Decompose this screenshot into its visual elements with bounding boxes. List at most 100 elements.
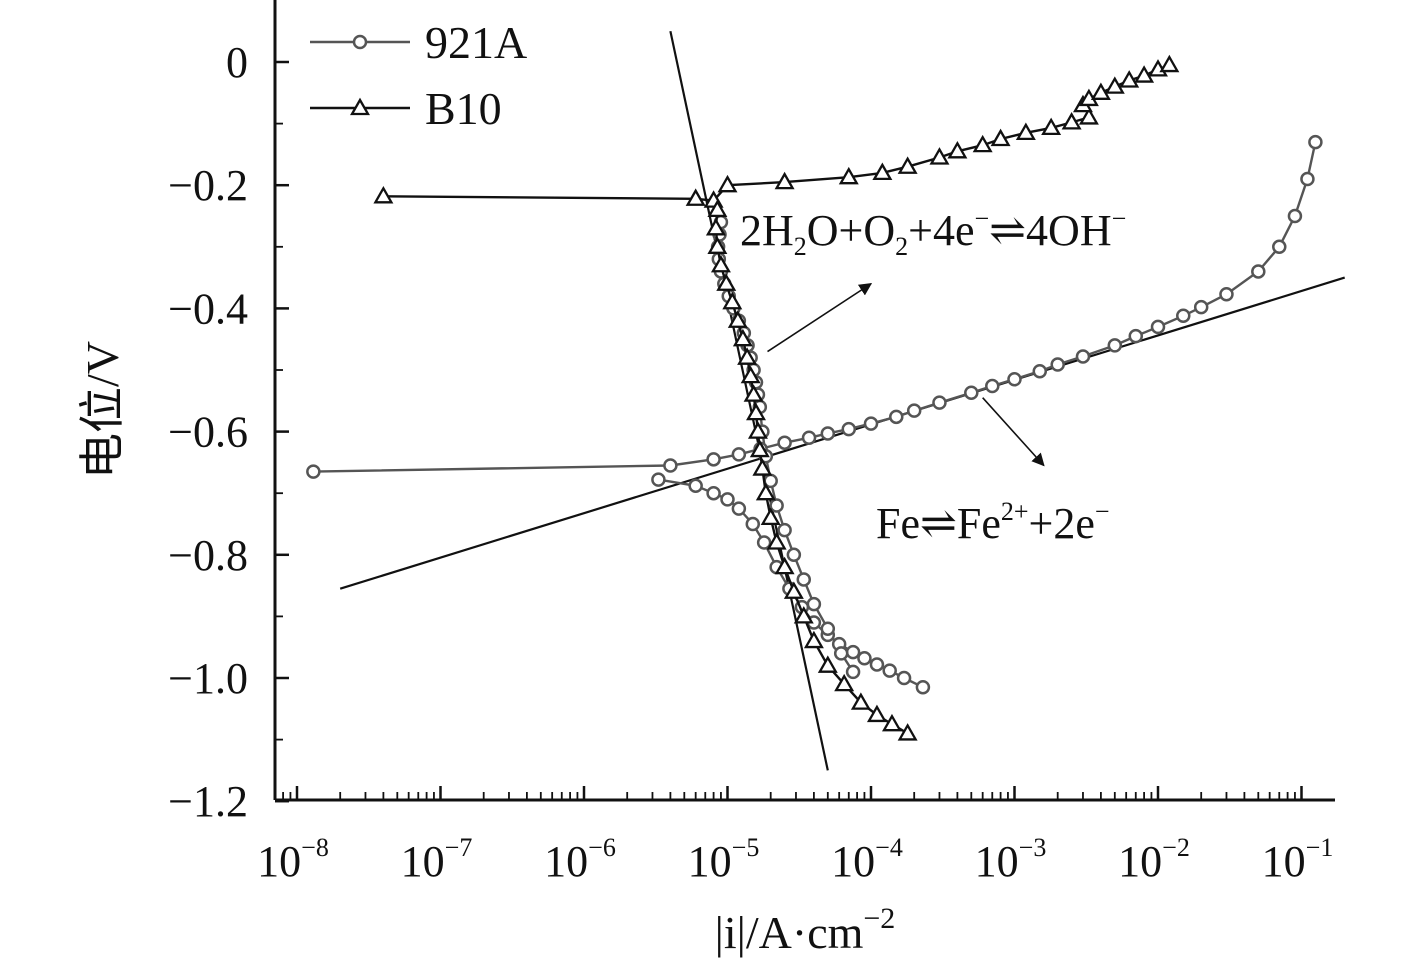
annotation-iron-reaction: Fe⇌Fe2++2e− <box>876 497 1110 548</box>
annotation-arrow <box>982 397 1045 467</box>
y-tick-label: −0.8 <box>168 531 248 580</box>
data-point <box>845 644 861 660</box>
legend-label: 921A <box>425 17 527 68</box>
y-tick-label: −0.4 <box>168 284 248 333</box>
data-point <box>745 516 761 532</box>
data-point <box>1104 76 1125 94</box>
data-point <box>1159 54 1180 73</box>
data-point <box>651 472 666 487</box>
data-point <box>863 416 879 431</box>
data-point <box>737 347 758 365</box>
data-point <box>833 646 849 661</box>
data-point <box>707 236 728 254</box>
data-point <box>663 458 678 473</box>
data-point <box>1219 286 1234 302</box>
x-tick-label: 10−8 <box>257 833 329 886</box>
data-point <box>817 655 838 673</box>
axis-titles: |i|/A·cm−2 电位/V <box>77 341 895 958</box>
y-tick-label: −1.0 <box>168 654 248 703</box>
data-point <box>906 403 922 418</box>
data-point <box>717 174 738 193</box>
data-point <box>716 273 737 291</box>
y-tick-label: −0.6 <box>168 408 248 457</box>
legend-entry-921A: 921A <box>310 17 527 68</box>
data-point <box>841 421 857 437</box>
series-line <box>383 116 1090 202</box>
data-point <box>707 199 728 217</box>
tafel-line-anodic <box>339 276 1346 590</box>
data-point <box>1032 363 1048 379</box>
data-point <box>727 310 748 328</box>
data-point <box>769 498 784 513</box>
series-line <box>313 141 1317 473</box>
x-tick-label: 10−2 <box>1118 833 1190 886</box>
legend-entry-B10: B10 <box>310 83 502 134</box>
y-axis-title: 电位/V <box>77 341 128 479</box>
data-point <box>985 378 1000 394</box>
data-point <box>1050 357 1065 372</box>
x-axis-title: |i|/A·cm−2 <box>715 902 896 958</box>
data-point <box>688 478 703 494</box>
data-point <box>752 458 773 476</box>
x-tick-label: 10−7 <box>401 833 473 886</box>
data-point <box>740 365 761 384</box>
y-tick-label: 0 <box>226 38 248 87</box>
data-point <box>774 171 795 190</box>
data-point <box>932 395 947 410</box>
data-point <box>1090 82 1111 100</box>
data-point <box>1061 112 1082 130</box>
data-point <box>820 621 836 636</box>
data-point <box>755 482 776 501</box>
data-point <box>850 692 871 710</box>
data-point <box>1308 134 1323 150</box>
x-tick-label: 10−1 <box>1262 833 1334 886</box>
data-point <box>706 485 721 501</box>
data-point <box>1119 70 1140 88</box>
data-point <box>706 452 721 467</box>
data-point <box>749 439 770 458</box>
data-point <box>915 679 931 695</box>
data-point <box>710 254 731 273</box>
data-point <box>352 34 368 50</box>
data-point <box>838 166 859 185</box>
data-point <box>350 97 370 116</box>
data-point <box>1272 239 1287 255</box>
data-point <box>1128 328 1144 344</box>
data-point <box>897 723 918 741</box>
data-point <box>685 188 706 206</box>
y-tick-label: −0.2 <box>168 161 248 210</box>
annotation-arrow <box>767 283 873 353</box>
data-point <box>796 572 812 587</box>
data-point <box>834 673 855 692</box>
data-point <box>1041 117 1062 136</box>
data-point <box>803 630 824 649</box>
data-point <box>756 535 772 550</box>
data-point <box>373 185 394 204</box>
data-point <box>747 421 768 439</box>
data-point <box>947 141 968 159</box>
data-point <box>1107 338 1123 353</box>
data-point <box>766 532 787 550</box>
data-point <box>929 147 950 165</box>
data-point <box>777 435 792 450</box>
data-point <box>990 128 1011 147</box>
data-point <box>786 547 802 563</box>
data-point <box>743 384 764 402</box>
series-layer <box>306 54 1323 741</box>
data-point <box>1251 264 1266 279</box>
data-point <box>746 402 766 421</box>
annotation-oxygen-reaction: 2H2O+O2+4e−⇌4OH− <box>740 204 1126 261</box>
data-point <box>306 464 321 479</box>
legend-label: B10 <box>425 83 502 134</box>
data-point <box>897 156 918 174</box>
y-tick-label: −1.2 <box>168 777 248 826</box>
x-tick-label: 10−6 <box>544 833 616 886</box>
data-point <box>793 606 814 624</box>
data-point <box>1007 371 1022 387</box>
data-point <box>881 713 902 732</box>
data-point <box>872 162 893 181</box>
data-point <box>1150 319 1166 335</box>
x-tick-label: 10−3 <box>975 833 1047 886</box>
data-point <box>972 134 993 153</box>
data-point <box>731 501 747 516</box>
